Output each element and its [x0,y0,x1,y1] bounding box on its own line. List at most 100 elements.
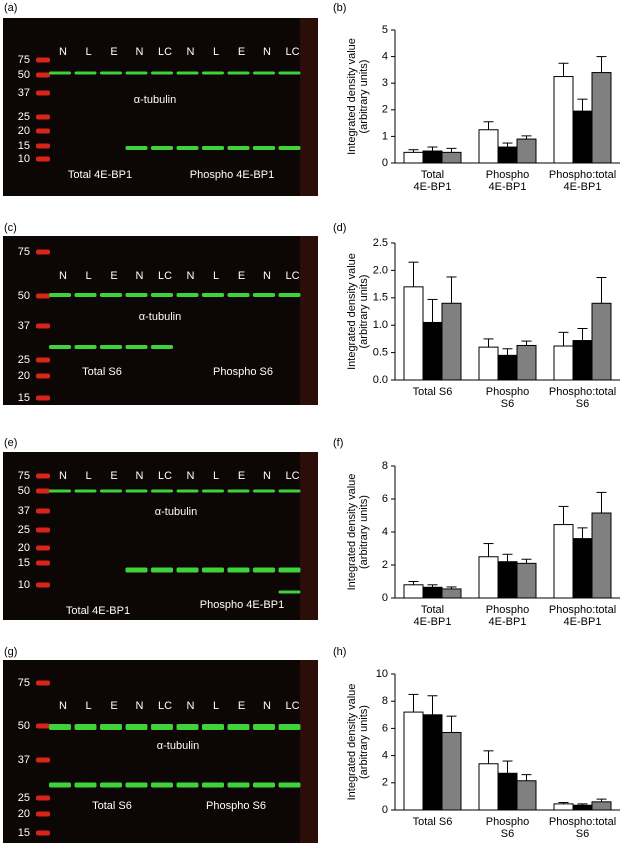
ladder-band [36,143,50,149]
protein-band [125,345,148,349]
ladder-band [36,57,50,63]
protein-band [74,71,97,75]
protein-band [227,724,250,730]
marker-label: 10 [18,579,30,591]
lane-label: E [110,46,117,58]
blot-image [3,452,318,620]
bar [516,344,537,381]
y-axis-label: (arbitrary units) [358,495,370,569]
blot-label: Phospho S6 [206,800,266,812]
bar [441,588,462,599]
protein-band [227,71,250,75]
panel-label: (b) [333,2,346,14]
lane-label: E [110,270,117,282]
bar [497,772,518,811]
x-tick-label: Total S6 [413,816,453,828]
protein-band [253,489,275,493]
lane-label: E [238,700,245,712]
protein-band [125,146,148,150]
y-axis-label: (arbitrary units) [358,275,370,349]
bar [441,151,462,164]
ladder-band [36,795,50,801]
marker-label: 50 [18,485,30,497]
protein-band [278,567,301,573]
protein-band [49,293,71,297]
protein-band [253,724,275,730]
lane-label: N [136,270,144,282]
bar [591,72,612,164]
marker-label: 75 [18,246,30,258]
blot-label: Total 4E-BP1 [68,169,132,181]
protein-band [176,782,199,788]
lane-label: N [263,46,271,58]
y-tick-label: 1 [382,130,388,142]
marker-label: 37 [18,754,30,766]
protein-band [100,782,122,788]
x-tick-label: 4E-BP1 [489,181,527,193]
protein-band [125,724,148,730]
x-tick-label: Phospho:total [549,169,616,181]
protein-band [176,146,199,150]
marker-label: 25 [18,111,30,123]
blot-edge [300,452,318,620]
y-axis-label: Integrated density value [346,474,358,591]
y-tick-label: 0 [382,157,388,169]
bar [422,714,443,811]
ladder-band [36,680,50,686]
bar [591,302,612,381]
protein-band [227,489,250,493]
x-tick-label: Phospho:total [549,386,616,398]
protein-band [100,345,122,349]
lane-label: LC [158,46,172,58]
protein-band [176,489,199,493]
lane-label: LC [285,46,299,58]
panel-label: (f) [333,437,343,449]
y-tick-label: 0 [382,592,388,604]
marker-label: 37 [18,320,30,332]
ladder-band [36,373,50,379]
ladder-band [36,757,50,763]
protein-band [278,782,301,788]
ladder-band [36,723,50,729]
lane-label: N [263,270,271,282]
panel-label: (a) [4,2,17,14]
protein-band [100,724,122,730]
x-tick-label: Phospho [486,816,529,828]
y-tick-label: 1.5 [373,292,388,304]
ladder-band [36,72,50,78]
panel-label: (c) [4,222,17,234]
blot-label: Phospho 4E-BP1 [200,599,284,611]
blot: 75 50 37 25 20 15 N L E N LC N L E N LC α-tubulin Total S… [3,236,318,405]
x-tick-label: Total [421,169,444,181]
ladder-band [36,811,50,817]
lane-label: E [110,470,117,482]
ladder-band [36,293,50,299]
protein-band [176,567,199,573]
bar [478,763,499,811]
protein-band [227,567,250,573]
y-tick-label: 4 [382,526,388,538]
x-tick-label: 4E-BP1 [414,181,452,193]
x-tick-label: Phospho:total [549,816,616,828]
ladder-band [36,395,50,401]
marker-label: 75 [18,470,30,482]
protein-band [125,782,148,788]
lane-label: LC [158,270,172,282]
y-tick-label: 6 [382,493,388,505]
marker-label: 50 [18,720,30,732]
lane-label: E [238,46,245,58]
lane-label: N [136,700,144,712]
marker-label: 50 [18,290,30,302]
protein-band [125,71,148,75]
protein-band [176,71,199,75]
panel-label: (h) [333,646,346,658]
y-tick-label: 2 [382,777,388,789]
bar [591,801,612,811]
panel-label: (d) [333,222,346,234]
y-tick-label: 0 [382,804,388,816]
y-axis-label: (arbitrary units) [358,60,370,134]
y-tick-label: 5 [382,24,388,36]
blot-label: Total S6 [92,800,132,812]
